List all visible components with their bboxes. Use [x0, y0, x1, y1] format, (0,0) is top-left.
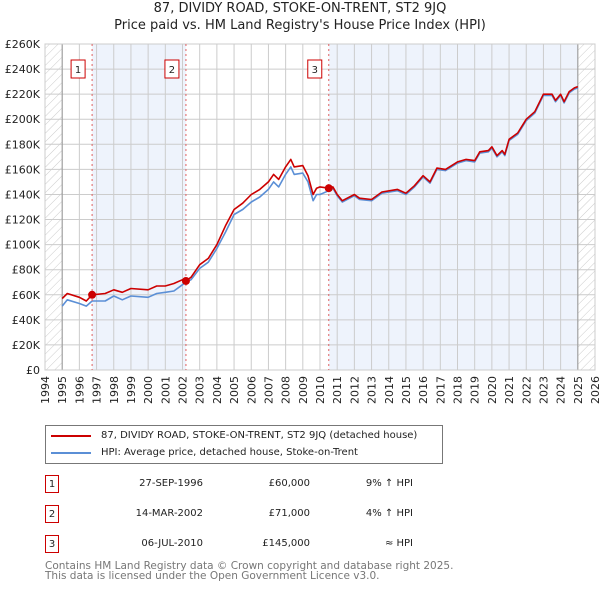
hatched-no-data-region: [45, 44, 63, 370]
x-tick-label: 1995: [56, 376, 69, 404]
x-tick-label: 2023: [537, 376, 550, 404]
x-tick-label: 2025: [572, 376, 585, 404]
sale-hpi-comparison: 4% ↑ HPI: [365, 508, 413, 519]
sale-hpi-comparison: 9% ↑ HPI: [365, 478, 413, 489]
y-tick-label: £0: [26, 364, 40, 377]
legend-item-hpi: HPI: Average price, detached house, Stok…: [46, 444, 358, 461]
price-chart: 1994 1995 1996 1997 1998 1999 2000 2001 2002 2003…: [5, 38, 600, 404]
y-tick-label: £60K: [12, 289, 41, 302]
sale-marker-label: 2: [169, 65, 175, 76]
y-tick-label: £140K: [5, 188, 41, 201]
sale-point: [88, 290, 97, 299]
sale-marker-box: [70, 59, 86, 79]
x-tick-label: 1997: [91, 376, 104, 404]
y-tick-label: £100K: [5, 239, 41, 252]
x-tick-label: 2026: [589, 376, 600, 404]
y-tick-label: £80K: [12, 264, 41, 277]
sale-row: 3 06-JUL-2010 £145,000 ≈ HPI: [45, 535, 465, 555]
x-tick-label: 2014: [383, 376, 396, 404]
x-tick-label: 2015: [400, 376, 413, 404]
sale-marker-label: 1: [75, 65, 81, 76]
sale-number-badge: 2: [45, 505, 59, 523]
x-tick-label: 2011: [331, 376, 344, 404]
y-tick-label: £180K: [5, 138, 41, 151]
x-tick-label: 2024: [555, 376, 568, 404]
legend-item-property: 87, DIVIDY ROAD, STOKE-ON-TRENT, ST2 9JQ…: [46, 427, 417, 444]
sale-price: £71,000: [268, 508, 310, 519]
hatched-no-data-region: [577, 44, 595, 370]
sale-date: 14-MAR-2002: [135, 508, 203, 519]
shaded-period: [92, 44, 186, 370]
sale-price: £60,000: [268, 478, 310, 489]
x-tick-label: 2010: [314, 376, 327, 404]
y-tick-label: £260K: [5, 38, 41, 51]
y-tick-label: £40K: [12, 314, 41, 327]
sale-marker-box: [164, 59, 180, 79]
x-tick-label: 2005: [228, 376, 241, 404]
x-tick-label: 2022: [520, 376, 533, 404]
legend-label-hpi: HPI: Average price, detached house, Stok…: [101, 447, 358, 458]
chart-title: 87, DIVIDY ROAD, STOKE-ON-TRENT, ST2 9JQ: [153, 1, 447, 16]
sale-date: 06-JUL-2010: [141, 538, 203, 549]
x-tick-label: 2003: [194, 376, 207, 404]
sale-marker-box: [307, 59, 323, 79]
x-tick-label: 2018: [452, 376, 465, 404]
x-tick-label: 2006: [245, 376, 258, 404]
y-tick-label: £200K: [5, 113, 41, 126]
y-tick-label: £20K: [12, 339, 41, 352]
plot-border: [44, 43, 596, 371]
x-tick-label: 2017: [434, 376, 447, 404]
x-tick-label: 1996: [73, 376, 86, 404]
sale-row: 2 14-MAR-2002 £71,000 4% ↑ HPI: [45, 505, 465, 525]
x-tick-label: 2021: [503, 376, 516, 404]
x-tick-label: 2013: [366, 376, 379, 404]
footer-line-2: This data is licensed under the Open Gov…: [45, 570, 380, 582]
x-tick-label: 1994: [39, 376, 52, 404]
y-tick-label: £220K: [5, 88, 41, 101]
x-tick-label: 1999: [125, 376, 138, 404]
x-tick-label: 2001: [159, 376, 172, 404]
x-tick-label: 2020: [486, 376, 499, 404]
x-tick-label: 2016: [417, 376, 430, 404]
x-tick-label: 2009: [297, 376, 310, 404]
sale-number-badge: 3: [45, 535, 59, 553]
y-tick-label: £120K: [5, 214, 41, 227]
sale-price: £145,000: [262, 538, 310, 549]
sale-marker-label: 3: [312, 65, 318, 76]
x-tick-label: 2002: [177, 376, 190, 404]
blue-line-swatch: [51, 451, 91, 454]
y-tick-label: £240K: [5, 63, 41, 76]
sale-number-badge: 1: [45, 475, 59, 493]
x-tick-label: 1998: [108, 376, 121, 404]
sale-point: [181, 276, 190, 285]
sale-date: 27-SEP-1996: [139, 478, 203, 489]
x-tick-label: 2004: [211, 376, 224, 404]
footer-attribution: Contains HM Land Registry data © Crown c…: [45, 560, 454, 582]
y-tick-label: £160K: [5, 163, 41, 176]
x-tick-label: 2008: [280, 376, 293, 404]
red-line-swatch: [51, 434, 91, 437]
x-tick-label: 2000: [142, 376, 155, 404]
legend-label-property: 87, DIVIDY ROAD, STOKE-ON-TRENT, ST2 9JQ…: [101, 430, 418, 441]
chart-legend: 87, DIVIDY ROAD, STOKE-ON-TRENT, ST2 9JQ…: [45, 425, 443, 464]
sale-hpi-comparison: ≈ HPI: [384, 538, 413, 549]
sale-row: 1 27-SEP-1996 £60,000 9% ↑ HPI: [45, 475, 465, 495]
x-tick-label: 2007: [262, 376, 275, 404]
x-tick-label: 2012: [348, 376, 361, 404]
x-tick-label: 2019: [469, 376, 482, 404]
chart-subtitle: Price paid vs. HM Land Registry's House …: [114, 18, 486, 33]
footer-line-1: Contains HM Land Registry data © Crown c…: [45, 560, 454, 572]
sale-point: [324, 184, 333, 193]
shaded-period: [328, 44, 578, 370]
